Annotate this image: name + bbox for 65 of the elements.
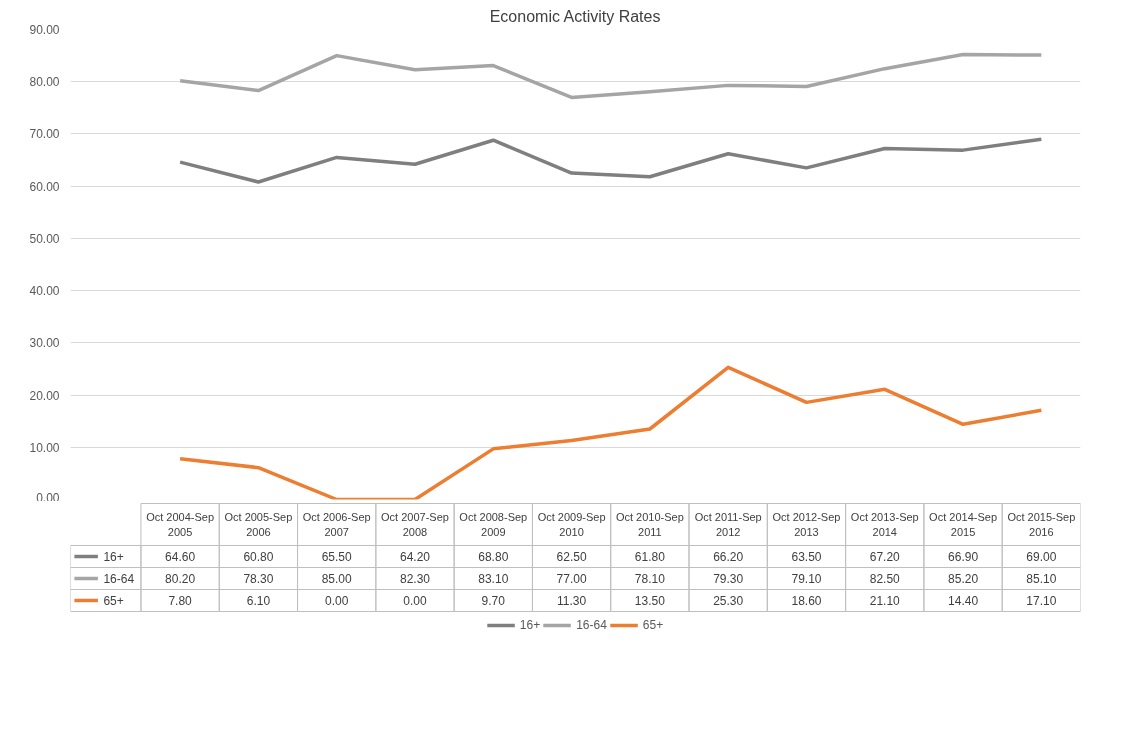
text: 16+ <box>519 618 541 632</box>
x-tick-label: Oct 2005-Sep 2006 <box>224 511 293 538</box>
legend-label: 65+ <box>103 594 124 608</box>
data-label: 11.30 <box>557 594 587 608</box>
x-tick-label: Oct 2014-Sep 2015 <box>929 511 997 538</box>
data-label: 77.00 <box>556 572 587 586</box>
y-tick-label: 0.00 <box>36 490 60 505</box>
y-tick-label: 60.00 <box>29 179 60 194</box>
data-label: 17.10 <box>1026 594 1057 608</box>
data-label: 14.40 <box>948 594 979 608</box>
y-tick-label: 50.00 <box>29 231 60 246</box>
data-label: 60.80 <box>243 550 274 564</box>
data-label: 0.00 <box>325 594 349 608</box>
data-label: 67.20 <box>869 550 901 564</box>
x-tick-label: Oct 2011-Sep 2012 <box>694 511 762 538</box>
data-label: 85.20 <box>948 572 979 586</box>
data-label: 65.50 <box>321 550 353 564</box>
data-label: 79.30 <box>713 572 744 586</box>
data-label: 69.00 <box>1026 550 1057 564</box>
x-tick-label: Oct 2010-Sep 2011 <box>615 511 684 538</box>
legend-label: 16-64 <box>103 572 135 586</box>
data-label: 64.60 <box>165 550 196 564</box>
data-label: 68.80 <box>478 550 509 564</box>
y-tick-label: 90.00 <box>29 23 60 37</box>
data-label: 6.10 <box>246 594 271 608</box>
y-tick-label: 40.00 <box>29 284 60 299</box>
data-label: 80.20 <box>165 572 196 586</box>
data-label: 85.10 <box>1026 572 1057 586</box>
data-label: 18.60 <box>791 594 822 608</box>
x-tick-label: Oct 2015-Sep 2016 <box>1007 511 1076 538</box>
y-tick-label: 70.00 <box>29 127 60 142</box>
data-label: 62.50 <box>556 550 587 564</box>
y-tick-label: 20.00 <box>29 388 60 403</box>
x-tick-label: Oct 2012-Sep 2013 <box>772 511 841 538</box>
x-tick-label: Oct 2013-Sep 2014 <box>850 511 919 538</box>
data-label: 63.50 <box>791 550 822 564</box>
chart-title: Economic Activity Rates <box>489 7 661 25</box>
y-tick-label: 10.00 <box>29 440 60 455</box>
data-label: 78.10 <box>634 572 666 586</box>
legend-label: 16+ <box>103 550 124 564</box>
data-label: 9.70 <box>481 594 506 608</box>
data-label: 0.00 <box>403 594 427 608</box>
y-tick-label: 30.00 <box>29 336 60 351</box>
data-label: 66.20 <box>713 550 744 564</box>
x-tick-label: Oct 2006-Sep 2007 <box>302 511 371 538</box>
y-tick-label: 80.00 <box>29 75 60 90</box>
data-label: 13.50 <box>634 594 666 608</box>
data-label: 25.30 <box>713 594 744 608</box>
data-label: 61.80 <box>634 550 666 564</box>
text: 65+ <box>642 618 664 632</box>
data-label: 82.50 <box>869 572 901 586</box>
data-label: 82.30 <box>399 572 431 586</box>
data-label: 66.90 <box>948 550 979 564</box>
data-label: 85.00 <box>321 572 353 586</box>
x-tick-label: Oct 2009-Sep 2010 <box>537 511 606 538</box>
x-tick-label: Oct 2007-Sep 2008 <box>381 511 449 538</box>
data-label: 78.30 <box>243 572 274 586</box>
text: 16-64 <box>576 618 607 632</box>
data-label: 79.10 <box>791 572 822 586</box>
data-label: 64.20 <box>399 550 431 564</box>
data-label: 83.10 <box>478 572 509 586</box>
x-tick-label: Oct 2008-Sep 2009 <box>459 511 528 538</box>
data-label: 7.80 <box>168 594 193 608</box>
data-label: 21.10 <box>869 594 901 608</box>
x-tick-label: Oct 2004-Sep 2005 <box>146 511 215 538</box>
